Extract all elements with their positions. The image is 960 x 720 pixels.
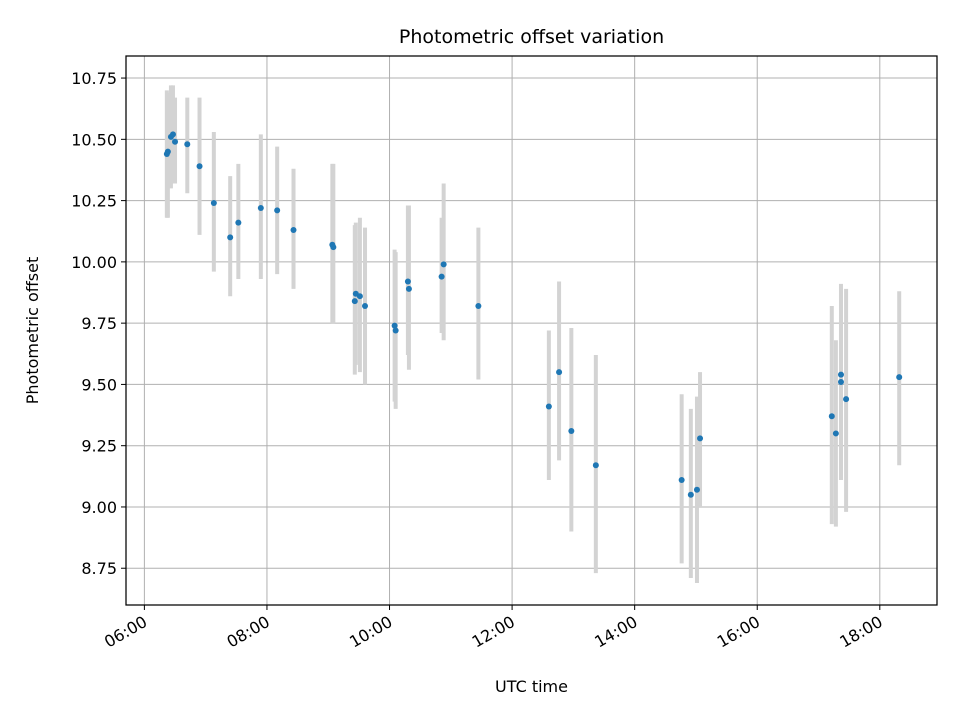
data-point	[196, 163, 203, 170]
data-point	[843, 396, 850, 403]
y-tick-label: 9.00	[81, 498, 117, 517]
y-tick-label: 9.25	[81, 437, 117, 456]
y-tick-label: 10.50	[71, 130, 117, 149]
data-point	[556, 369, 563, 376]
y-tick-label: 8.75	[81, 559, 117, 578]
data-point	[210, 200, 217, 207]
data-point	[697, 435, 704, 442]
plot-frame	[125, 55, 938, 606]
data-point	[405, 285, 412, 292]
data-point	[475, 302, 482, 309]
data-point	[392, 327, 399, 334]
data-point	[362, 302, 369, 309]
data-point	[164, 148, 171, 155]
data-point	[169, 131, 176, 138]
data-point	[356, 293, 363, 300]
data-point	[592, 462, 599, 469]
data-points	[163, 131, 903, 498]
data-point	[568, 427, 575, 434]
data-point	[693, 486, 700, 493]
y-tick-label: 10.00	[71, 253, 117, 272]
y-tick-label: 10.75	[71, 69, 117, 88]
data-point	[257, 204, 264, 211]
data-point	[678, 477, 685, 484]
data-point	[837, 371, 844, 378]
data-point	[351, 298, 358, 305]
data-point	[391, 322, 398, 329]
y-tick-label: 9.50	[81, 375, 117, 394]
data-point	[184, 141, 191, 148]
y-axis-label: Photometric offset	[23, 257, 42, 405]
y-tick-label: 10.25	[71, 192, 117, 211]
data-point	[227, 234, 234, 241]
data-point	[438, 273, 445, 280]
data-point	[828, 413, 835, 420]
x-axis-label: UTC time	[495, 677, 568, 696]
data-point	[330, 244, 337, 251]
y-tick-label: 9.75	[81, 314, 117, 333]
data-point	[896, 374, 903, 381]
chart-title: Photometric offset variation	[399, 26, 664, 48]
data-point	[172, 138, 179, 145]
data-point	[290, 227, 297, 234]
data-point	[545, 403, 552, 410]
data-point	[837, 378, 844, 385]
data-point	[274, 207, 281, 214]
data-point	[687, 491, 694, 498]
data-point	[440, 261, 447, 268]
data-point	[404, 278, 411, 285]
data-point	[832, 430, 839, 437]
y-axis-ticks: 8.75 9.00 9.25 9.50 9.75 10.00 10.25 10.50 10.75	[71, 69, 126, 578]
data-point	[235, 219, 242, 226]
grid	[126, 56, 937, 605]
